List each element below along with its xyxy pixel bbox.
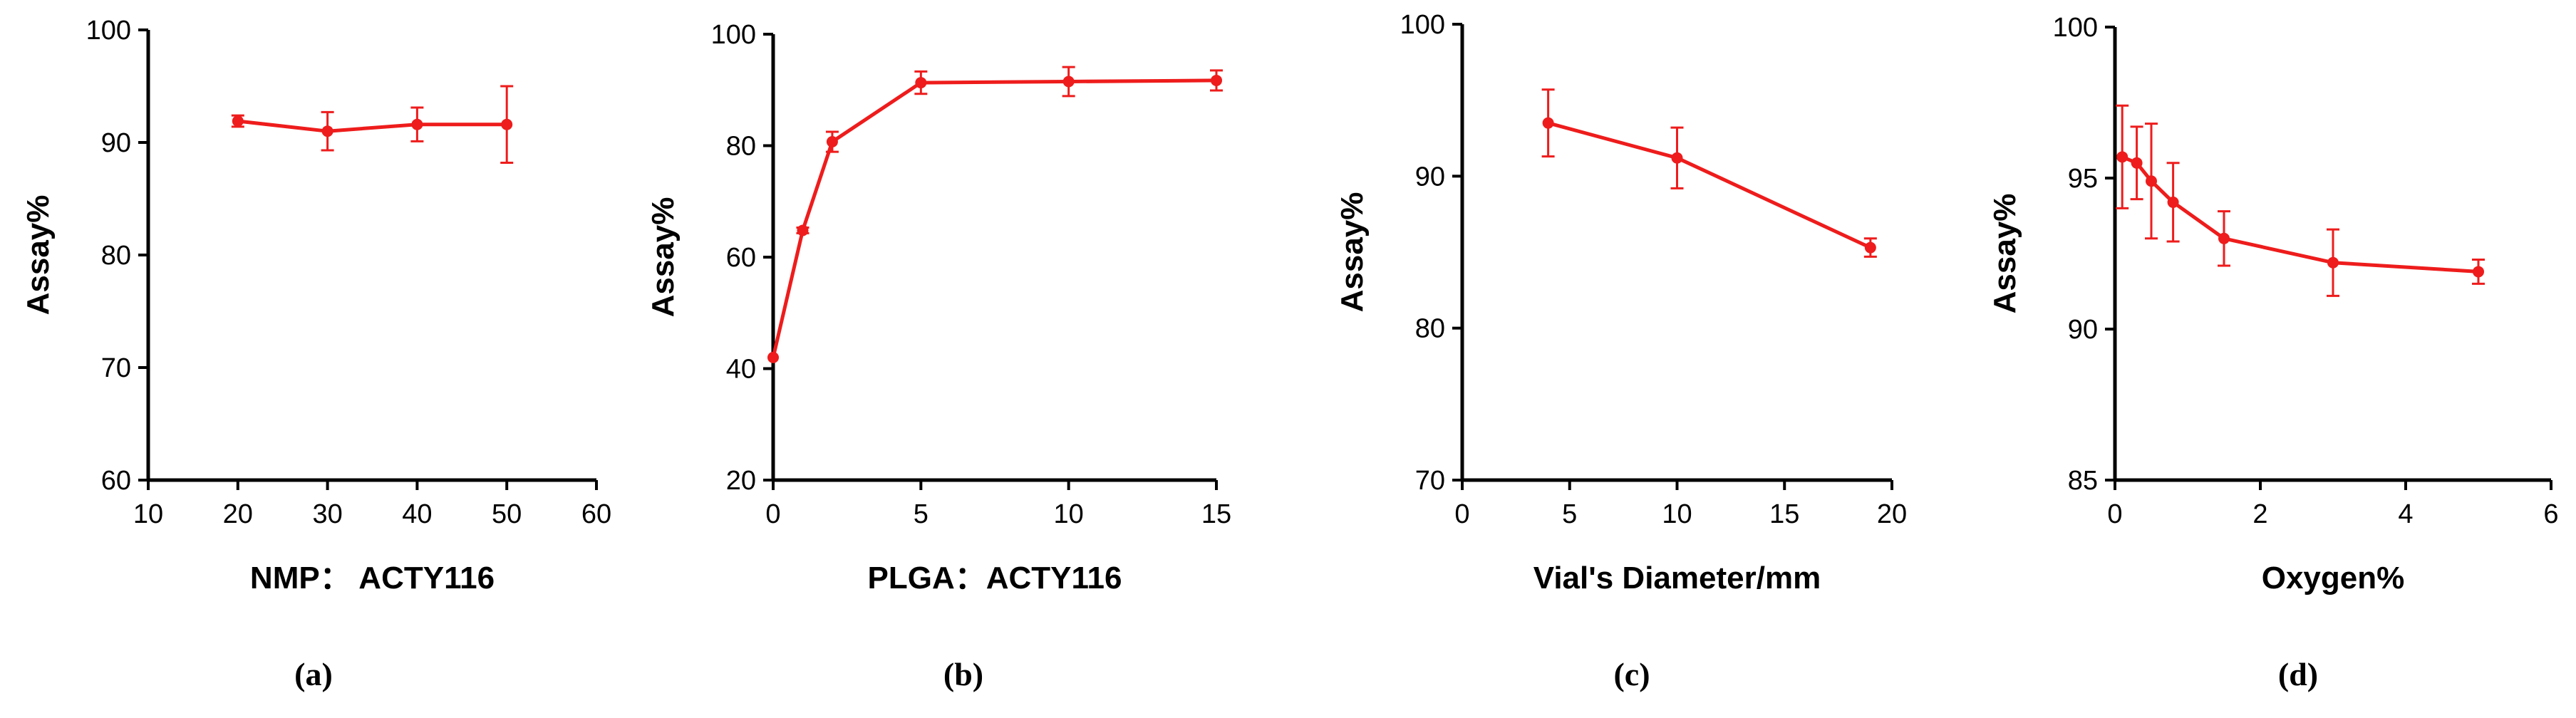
x-tick-label: 10 bbox=[1054, 499, 1084, 529]
x-tick-label: 15 bbox=[1201, 499, 1231, 529]
x-tick-label: 6 bbox=[2543, 499, 2558, 529]
x-tick-label: 10 bbox=[1662, 499, 1692, 529]
data-point bbox=[2167, 196, 2179, 208]
x-tick-label: 50 bbox=[492, 499, 522, 529]
chart-panel-2: 20 40 60 80 100 0 5 10 15 PLGA：ACTY116 Assay% (b) bbox=[646, 20, 1231, 692]
data-point bbox=[2327, 256, 2339, 269]
y-tick-label: 100 bbox=[86, 16, 131, 46]
x-tick-label: 15 bbox=[1769, 499, 1799, 529]
y-tick-label: 85 bbox=[2068, 466, 2098, 496]
x-axis-title: Oxygen% bbox=[2262, 561, 2405, 595]
y-tick-label: 80 bbox=[101, 241, 131, 271]
series-line bbox=[2121, 155, 2479, 274]
data-point bbox=[321, 125, 333, 137]
y-tick-label: 100 bbox=[711, 20, 756, 50]
x-tick-label: 5 bbox=[1562, 499, 1577, 529]
x-tick-label: 2 bbox=[2252, 499, 2267, 529]
x-axis-title: PLGA：ACTY116 bbox=[868, 561, 1122, 595]
y-tick-label: 60 bbox=[726, 243, 756, 273]
x-tick-label: 20 bbox=[1877, 499, 1907, 529]
data-point bbox=[797, 224, 809, 236]
panel-label: (c) bbox=[1613, 656, 1650, 692]
x-tick-label: 0 bbox=[765, 499, 780, 529]
data-point bbox=[411, 118, 423, 130]
data-point bbox=[2473, 266, 2484, 278]
y-axis-title: Assay% bbox=[1987, 194, 2022, 314]
data-point bbox=[1062, 76, 1075, 88]
x-tick-label: 20 bbox=[223, 499, 253, 529]
y-tick-label: 90 bbox=[2068, 315, 2098, 345]
y-tick-label: 80 bbox=[726, 132, 756, 162]
y-axis-title: Assay% bbox=[646, 197, 681, 318]
x-tick-label: 5 bbox=[914, 499, 929, 529]
y-tick-label: 40 bbox=[726, 355, 756, 385]
y-axis-title: Assay% bbox=[21, 195, 56, 316]
y-tick-label: 90 bbox=[1415, 162, 1445, 192]
x-axis-title: Vial's Diameter/mm bbox=[1533, 561, 1821, 595]
data-point bbox=[767, 351, 779, 363]
y-tick-label: 70 bbox=[1415, 466, 1445, 496]
y-tick-label: 90 bbox=[101, 128, 131, 158]
panel-label: (d) bbox=[2278, 656, 2318, 692]
panel-label: (a) bbox=[294, 656, 333, 692]
y-tick-label: 100 bbox=[1400, 10, 1445, 40]
y-tick-label: 60 bbox=[101, 466, 131, 496]
y-tick-label: 95 bbox=[2068, 164, 2098, 194]
x-tick-label: 40 bbox=[402, 499, 432, 529]
chart-panel-1: 60 70 80 90 100 10 20 30 40 50 60 NMP： ACTY116 Assay… bbox=[21, 16, 611, 692]
panel-label: (b) bbox=[943, 656, 983, 692]
y-tick-label: 100 bbox=[2053, 13, 2098, 43]
x-tick-label: 4 bbox=[2398, 499, 2413, 529]
chart-panel-4: 85 90 95 100 0 2 4 6 Oxygen% Assay% (d) bbox=[1987, 13, 2559, 692]
data-point bbox=[2218, 232, 2230, 244]
x-tick-label: 30 bbox=[312, 499, 342, 529]
y-axis-title: Assay% bbox=[1335, 192, 1370, 313]
x-tick-label: 0 bbox=[2107, 499, 2122, 529]
y-tick-label: 80 bbox=[1415, 314, 1445, 344]
series-line bbox=[237, 119, 507, 133]
data-point bbox=[826, 136, 838, 148]
x-tick-label: 10 bbox=[133, 499, 163, 529]
series-line bbox=[1547, 121, 1871, 249]
x-axis-title: NMP： ACTY116 bbox=[250, 561, 495, 595]
data-point bbox=[2131, 157, 2143, 169]
x-tick-label: 60 bbox=[581, 499, 611, 529]
chart-panel-3: 70 80 90 100 0 5 10 15 20 Vial's Diameter/mm Assay… bbox=[1335, 10, 1907, 692]
data-point bbox=[2116, 151, 2128, 163]
data-point bbox=[915, 77, 927, 89]
data-point bbox=[232, 115, 244, 127]
data-point bbox=[501, 118, 513, 130]
data-point bbox=[2146, 175, 2157, 187]
y-tick-label: 70 bbox=[101, 353, 131, 383]
data-point bbox=[1671, 152, 1683, 164]
x-tick-label: 0 bbox=[1454, 499, 1469, 529]
data-point bbox=[1542, 117, 1554, 129]
series-line bbox=[771, 78, 1217, 358]
y-tick-label: 20 bbox=[726, 466, 756, 496]
data-point bbox=[1211, 74, 1222, 86]
data-point bbox=[1864, 241, 1876, 254]
